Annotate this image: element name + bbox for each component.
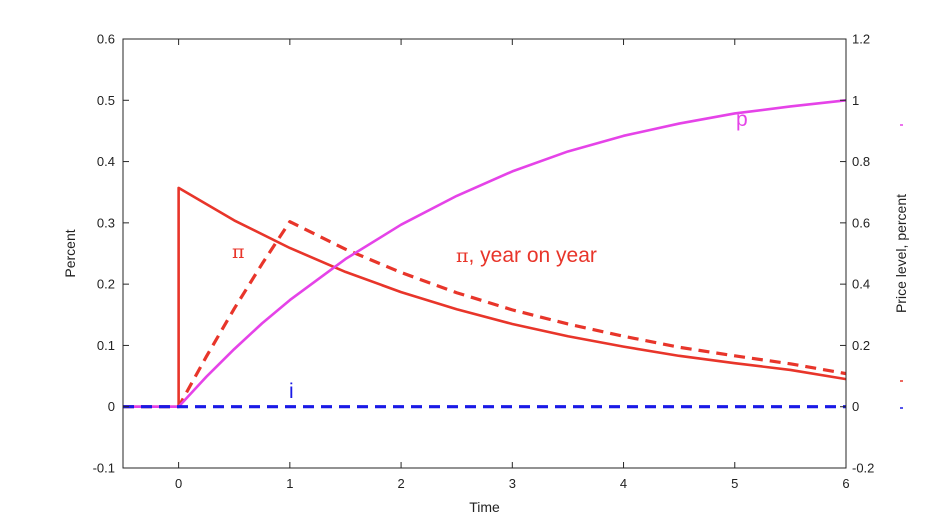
x-tick-label: 6 — [842, 476, 849, 491]
tick-layer: 0 1 2 3 4 5 6 -0.1 0 0.1 0.2 0.3 0.4 0.5 0.6 -0.2 0 0.2 0.… — [93, 32, 875, 492]
x-tick-label: 1 — [286, 476, 293, 491]
annotation-i: i — [289, 380, 294, 403]
annotation-p: p — [736, 108, 748, 131]
y-right-tick-label: -0.2 — [852, 461, 874, 476]
y-left-tick-label: 0.6 — [97, 32, 115, 47]
y-left-tick-label: 0.4 — [97, 154, 115, 169]
y-right-tick-label: 0.8 — [852, 154, 870, 169]
y-right-tick-label: 0.6 — [852, 215, 870, 230]
y-left-tick-label: 0.2 — [97, 277, 115, 292]
annotation-pi: π — [232, 241, 245, 263]
y-left-tick-label: 0 — [108, 399, 115, 414]
y-left-tick-label: 0.1 — [97, 338, 115, 353]
y-right-tick-label: 0 — [852, 399, 859, 414]
series-line-3 — [123, 98, 847, 409]
y-axis-left-title: Percent — [62, 229, 78, 277]
y-right-tick-label: 1.2 — [852, 32, 870, 47]
x-tick-label: 4 — [620, 476, 627, 491]
y-axis-right-title: Price level, percent — [893, 194, 909, 313]
annotation-pi-yoy-text: , year on year — [469, 244, 597, 267]
y-right-tick-label: 0.2 — [852, 338, 870, 353]
annotation-pi-year-on-year: π, year on year — [456, 244, 597, 267]
y-left-tick-label: 0.3 — [97, 215, 115, 230]
y-left-tick-label: -0.1 — [93, 461, 115, 476]
annotation-pi-yoy-symbol: π — [456, 245, 469, 267]
series-line-2 — [123, 220, 847, 409]
plot-area — [123, 39, 846, 468]
x-axis-title: Time — [469, 499, 500, 515]
series-layer — [123, 98, 847, 409]
x-tick-label: 3 — [509, 476, 516, 491]
y-right-tick-label: 0.4 — [852, 277, 870, 292]
plot-frame — [122, 38, 847, 469]
y-left-tick-label: 0.5 — [97, 93, 115, 108]
y-right-tick-label: 1 — [852, 93, 859, 108]
x-tick-label: 5 — [731, 476, 738, 491]
x-tick-label: 2 — [397, 476, 404, 491]
series-line-1 — [123, 186, 847, 409]
x-tick-label: 0 — [175, 476, 182, 491]
